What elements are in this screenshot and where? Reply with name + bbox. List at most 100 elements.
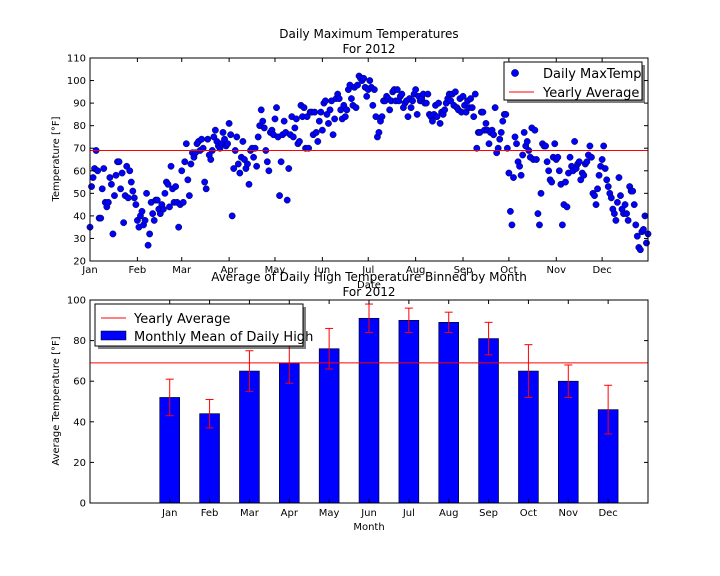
scatter-x-tick-label-may: May bbox=[265, 265, 286, 276]
scatter-point bbox=[100, 165, 108, 172]
scatter-point bbox=[161, 189, 169, 197]
scatter-point bbox=[291, 124, 299, 132]
bar-x-tick-label-jan: Jan bbox=[161, 508, 177, 519]
scatter-point bbox=[312, 129, 320, 136]
scatter-point bbox=[516, 162, 523, 170]
scatter-point bbox=[352, 104, 360, 112]
scatter-x-tick-label-dec: Dec bbox=[592, 265, 611, 276]
scatter-point bbox=[233, 133, 241, 141]
scatter-point bbox=[117, 185, 124, 193]
scatter-point bbox=[470, 113, 478, 121]
scatter-point bbox=[94, 167, 102, 175]
scatter-point bbox=[592, 201, 600, 209]
scatter-point bbox=[138, 207, 146, 215]
scatter-x-tick-label-mar: Mar bbox=[172, 265, 192, 276]
scatter-point bbox=[542, 142, 549, 150]
scatter-point bbox=[436, 120, 444, 127]
bar-x-tick-label-jun: Jun bbox=[360, 508, 377, 519]
scatter-point bbox=[468, 104, 476, 112]
scatter-point bbox=[265, 167, 273, 175]
scatter-point bbox=[433, 113, 441, 121]
scatter-y-tick-label: 60 bbox=[73, 166, 86, 177]
scatter-point bbox=[354, 81, 361, 89]
scatter-point bbox=[612, 216, 620, 224]
scatter-y-tick-label: 20 bbox=[73, 257, 86, 268]
scatter-point bbox=[378, 113, 386, 121]
bar-y-tick-label: 80 bbox=[73, 336, 86, 347]
scatter-point bbox=[562, 178, 569, 186]
scatter-point bbox=[591, 192, 598, 199]
scatter-point bbox=[482, 120, 490, 127]
scatter-point bbox=[407, 104, 415, 112]
scatter-point bbox=[343, 106, 351, 114]
scatter-point bbox=[566, 153, 574, 161]
scatter-point bbox=[331, 115, 339, 123]
scatter-chart: Daily Maximum Temperatures For 2012 20 30… bbox=[51, 27, 652, 291]
scatter-point bbox=[172, 183, 180, 190]
scatter-point bbox=[424, 90, 432, 98]
scatter-points bbox=[86, 72, 652, 254]
scatter-point bbox=[245, 180, 253, 188]
scatter-point bbox=[494, 144, 502, 152]
bar-jun bbox=[358, 317, 380, 504]
scatter-point bbox=[149, 210, 157, 218]
scatter-y-tick-label: 50 bbox=[73, 189, 86, 200]
scatter-point bbox=[523, 138, 531, 145]
scatter-point bbox=[459, 92, 467, 100]
bar-y-tick-label: 40 bbox=[73, 417, 86, 428]
scatter-point bbox=[198, 135, 206, 143]
scatter-point bbox=[126, 167, 134, 175]
scatter-subtitle: For 2012 bbox=[342, 42, 395, 56]
scatter-point bbox=[369, 101, 377, 109]
scatter-point bbox=[503, 144, 511, 152]
scatter-point bbox=[317, 108, 325, 116]
scatter-point bbox=[595, 171, 603, 179]
scatter-legend-box bbox=[503, 61, 643, 101]
scatter-x-tick-label-aug: Aug bbox=[406, 265, 426, 276]
scatter-point bbox=[314, 138, 322, 145]
bar-x-ticks: Jan Feb Mar Apr May Jun Jul Aug Sep Oct Nov Dec bbox=[161, 300, 618, 519]
scatter-point bbox=[111, 192, 118, 199]
scatter-point bbox=[153, 196, 161, 204]
scatter-y-axis-label: Temperature [°F] bbox=[51, 116, 62, 202]
scatter-point bbox=[511, 133, 519, 141]
bar-y-tick-label: 20 bbox=[73, 458, 86, 469]
scatter-point bbox=[112, 171, 120, 179]
scatter-point bbox=[167, 162, 175, 170]
scatter-point bbox=[322, 97, 329, 105]
bar-legend-label-monthly-mean: Monthly Mean of Daily High bbox=[134, 330, 313, 345]
scatter-point bbox=[505, 169, 513, 177]
bar-title: Average of Daily High Temperature Binned… bbox=[211, 270, 527, 284]
scatter-point bbox=[254, 133, 262, 141]
scatter-point bbox=[409, 97, 416, 105]
scatter-point bbox=[551, 140, 559, 148]
scatter-point bbox=[234, 160, 242, 168]
scatter-x-tick-label-feb: Feb bbox=[129, 265, 147, 276]
bar-legend-box bbox=[94, 303, 304, 347]
scatter-point bbox=[563, 203, 571, 211]
scatter-point bbox=[318, 126, 326, 134]
bar-legend: Yearly Average Monthly Mean of Daily Hig… bbox=[94, 303, 313, 349]
scatter-point bbox=[201, 178, 209, 186]
scatter-point bbox=[441, 106, 449, 114]
scatter-point bbox=[263, 158, 271, 166]
scatter-point bbox=[292, 115, 300, 123]
scatter-y-ticks: 20 30 40 50 60 70 80 90 100 110 bbox=[67, 54, 648, 268]
scatter-point bbox=[633, 232, 641, 240]
scatter-point bbox=[603, 176, 611, 184]
scatter-point bbox=[315, 117, 323, 125]
bar-y-tick-label: 60 bbox=[73, 377, 86, 388]
scatter-point bbox=[253, 162, 261, 170]
bar-x-tick-label-jul: Jul bbox=[402, 508, 415, 519]
scatter-point bbox=[375, 129, 383, 136]
scatter-point bbox=[230, 165, 238, 172]
scatter-point bbox=[588, 153, 595, 161]
scatter-x-tick-label-jan: Jan bbox=[81, 265, 97, 276]
scatter-legend-label-daily-maxtemp: Daily MaxTemp bbox=[543, 67, 642, 82]
scatter-point bbox=[335, 95, 343, 103]
scatter-point bbox=[513, 140, 520, 148]
scatter-point bbox=[363, 92, 371, 100]
scatter-point bbox=[517, 171, 525, 179]
scatter-point bbox=[598, 156, 606, 163]
scatter-point bbox=[257, 106, 265, 114]
